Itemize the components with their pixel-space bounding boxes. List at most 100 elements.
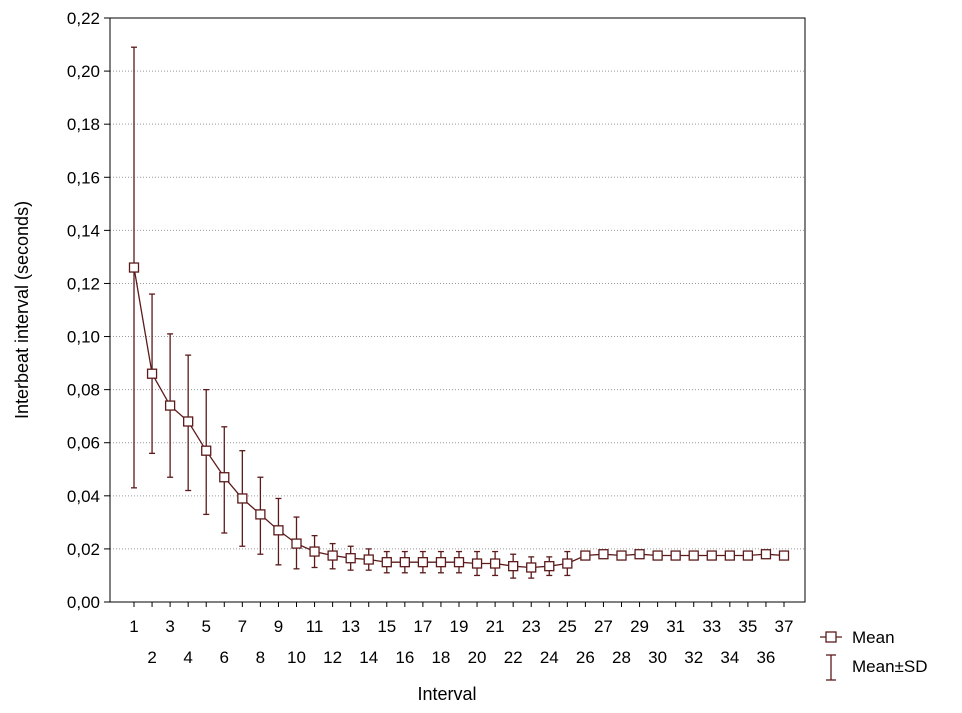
mean-marker [146,368,158,379]
error-bars [131,46,787,579]
mean-marker [580,550,591,561]
x-tick-label: 27 [594,617,613,636]
mean-marker [544,561,555,572]
legend-sd-label: Mean±SD [852,657,927,676]
y-tick-label: 0,14 [67,221,100,240]
x-tick-label: 2 [147,648,156,667]
y-tick-label: 0,06 [67,434,100,453]
x-tick-label: 6 [220,648,229,667]
y-tick-label: 0,10 [67,328,100,347]
x-tick-label: 26 [576,648,595,667]
mean-marker [724,550,735,561]
y-tick-label: 0,22 [67,9,100,28]
mean-marker [273,525,284,536]
y-axis-ticks: 0,00 0,02 0,04 0,06 0,08 0,10 0,12 0,14 0,16 0,18… [67,9,110,612]
mean-marker [742,550,754,561]
mean-marker [309,546,320,557]
x-tick-label: 37 [775,617,794,636]
x-tick-label: 21 [486,617,505,636]
x-tick-label: 9 [274,617,283,636]
x-tick-label: 23 [522,617,541,636]
mean-marker [508,561,519,572]
mean-marker [435,557,447,568]
x-tick-label: 13 [341,617,360,636]
mean-marker [562,558,573,569]
y-tick-label: 0,20 [67,62,100,81]
x-tick-label: 20 [468,648,487,667]
x-tick-label: 24 [540,648,559,667]
mean-marker [399,557,410,568]
x-tick-label: 30 [648,648,667,667]
mean-marker [526,562,537,573]
x-tick-label: 10 [287,648,306,667]
mean-marker [363,554,374,565]
x-tick-label: 28 [612,648,631,667]
x-tick-label: 32 [684,648,703,667]
mean-marker [291,538,302,549]
x-tick-label: 12 [323,648,342,667]
x-axis-ticks: 1234567891011121314151617181920212223242… [129,602,793,667]
mean-marker [417,557,429,568]
mean-marker [381,557,392,568]
mean-marker [670,550,681,561]
mean-marker [688,550,699,561]
x-tick-label: 34 [720,648,739,667]
x-tick-label: 25 [558,617,577,636]
mean-marker [164,400,176,411]
x-tick-label: 15 [377,617,396,636]
legend: Mean Mean±SD [820,628,927,681]
mean-marker [128,262,140,273]
y-tick-label: 0,02 [67,540,100,559]
y-tick-label: 0,08 [67,381,100,400]
plot-frame [109,17,806,603]
mean-marker [778,550,790,561]
grid-lines [110,70,805,550]
mean-marker [453,557,465,568]
x-tick-label: 14 [359,648,378,667]
x-tick-label: 7 [238,617,247,636]
mean-marker [616,550,627,561]
x-tick-label: 17 [413,617,432,636]
x-tick-label: 33 [702,617,721,636]
mean-marker [471,558,483,569]
x-tick-label: 22 [504,648,523,667]
mean-marker [634,549,645,560]
mean-series-line [133,267,785,569]
x-axis-title: Interval [417,684,476,704]
legend-mean-label: Mean [852,628,895,647]
x-tick-label: 5 [201,617,210,636]
x-tick-label: 35 [738,617,757,636]
legend-mean-marker [825,631,837,643]
y-tick-label: 0,00 [67,593,100,612]
x-tick-label: 29 [630,617,649,636]
x-tick-label: 4 [183,648,192,667]
x-tick-label: 8 [256,648,265,667]
mean-marker [237,493,248,504]
mean-marker [706,550,717,561]
x-tick-label: 1 [129,617,138,636]
x-tick-label: 19 [450,617,469,636]
mean-marker [760,549,772,560]
x-tick-label: 36 [756,648,775,667]
mean-marker [489,558,501,569]
mean-marker [652,550,663,561]
mean-marker [201,445,212,456]
y-tick-label: 0,16 [67,168,100,187]
mean-line [133,267,785,569]
mean-marker [183,416,194,427]
x-tick-label: 31 [666,617,685,636]
x-tick-label: 3 [165,617,174,636]
x-tick-label: 16 [395,648,414,667]
x-tick-label: 18 [431,648,450,667]
mean-marker [219,472,230,483]
x-tick-label: 11 [306,617,324,636]
mean-marker [327,550,338,561]
y-tick-label: 0,18 [67,115,100,134]
mean-markers [128,262,790,573]
y-tick-label: 0,12 [67,274,100,293]
y-axis-title: Interbeat interval (seconds) [12,201,32,419]
y-tick-label: 0,04 [67,487,100,506]
mean-marker [345,553,356,564]
mean-marker [598,549,609,560]
